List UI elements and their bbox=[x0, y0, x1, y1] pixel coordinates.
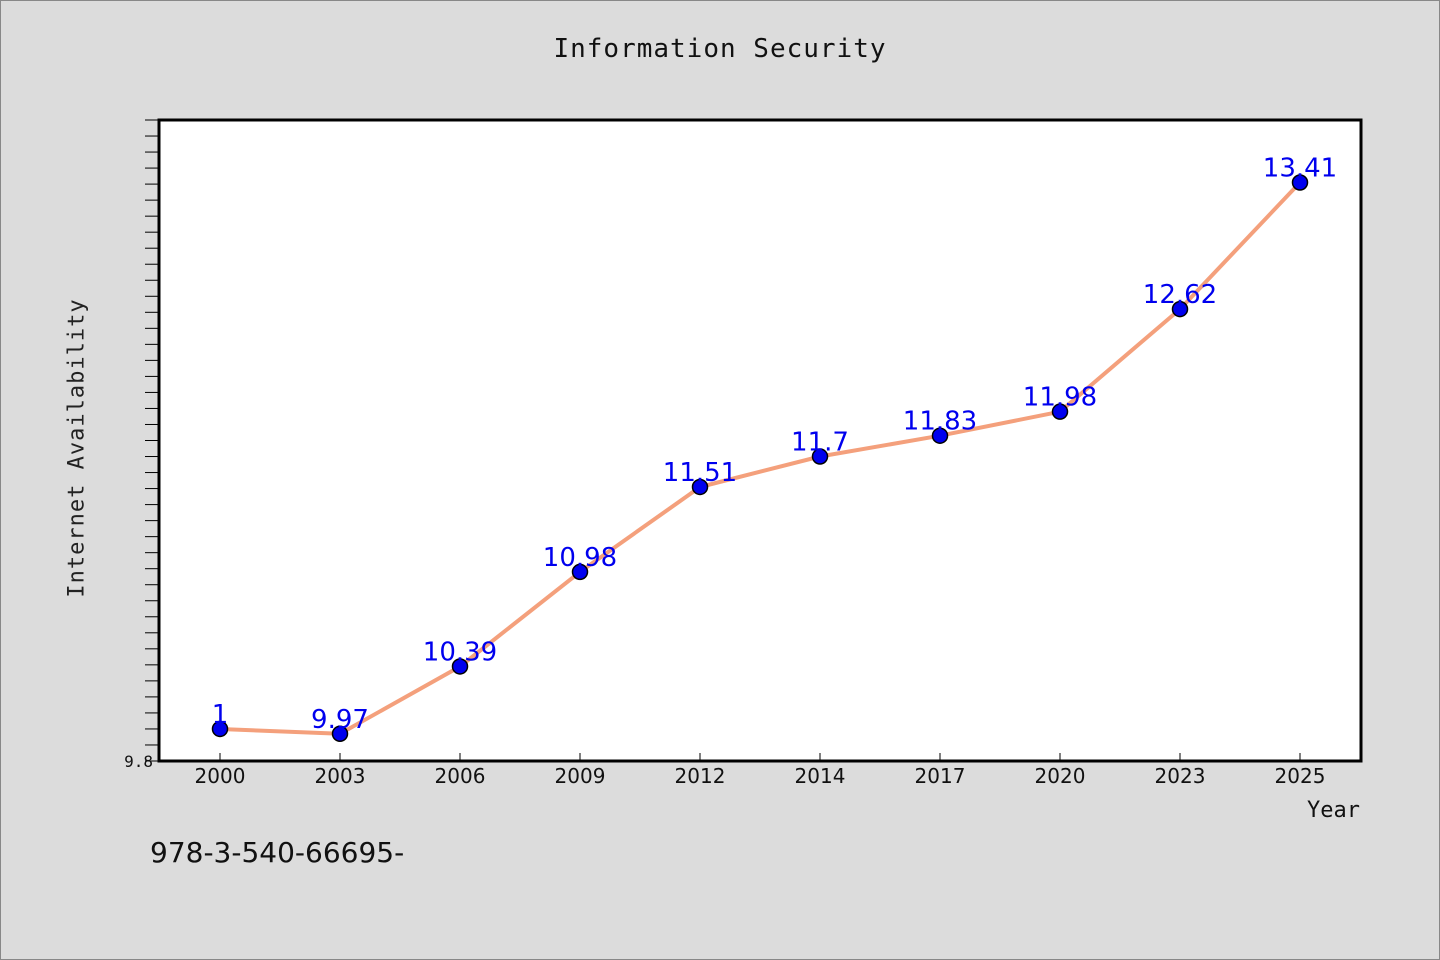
data-point bbox=[1291, 174, 1309, 191]
data-label: 11.51 bbox=[663, 458, 737, 488]
x-axis-label: Year bbox=[1307, 798, 1360, 823]
data-point bbox=[691, 478, 709, 496]
data-point bbox=[931, 427, 949, 444]
x-tick-label: 2009 bbox=[555, 764, 606, 788]
data-point bbox=[571, 563, 589, 581]
series-line bbox=[219, 181, 1302, 736]
x-tick-label: 2023 bbox=[1155, 764, 1206, 788]
chart-title: Information Security bbox=[553, 34, 887, 64]
series-markers bbox=[211, 174, 1309, 743]
data-point bbox=[451, 658, 469, 675]
x-tick-label: 2025 bbox=[1275, 764, 1326, 788]
footnote-text: 978-3-540-66695- bbox=[150, 836, 405, 869]
data-point bbox=[211, 720, 229, 738]
data-label: 11.7 bbox=[791, 428, 849, 458]
y-axis-ticks: 9.8 bbox=[124, 119, 159, 771]
data-point bbox=[811, 448, 829, 465]
data-label: 12.62 bbox=[1143, 280, 1217, 310]
data-label: 11.98 bbox=[1023, 383, 1097, 413]
data-point bbox=[1051, 403, 1069, 420]
x-tick-label: 2003 bbox=[315, 764, 366, 788]
data-point bbox=[331, 725, 349, 743]
x-tick-label: 2012 bbox=[675, 764, 726, 788]
data-label: 1 bbox=[212, 700, 229, 730]
data-label: 13.41 bbox=[1263, 153, 1337, 183]
data-label: 9.97 bbox=[311, 705, 369, 735]
data-label: 11.83 bbox=[903, 407, 977, 437]
y-tick-label: 9.8 bbox=[124, 752, 153, 771]
data-labels: 1 9.97 10.39 10.98 11.51 11.7 11.83 11.98 12.62 1… bbox=[212, 153, 1337, 734]
x-axis-ticks: 2000 2003 2006 2009 2012 2014 2017 2020 2023 2025 bbox=[195, 753, 1326, 788]
data-label: 10.39 bbox=[423, 637, 497, 667]
x-tick-label: 2000 bbox=[195, 764, 246, 788]
data-label: 10.98 bbox=[543, 543, 617, 573]
data-point bbox=[1171, 300, 1189, 318]
x-tick-label: 2006 bbox=[435, 764, 486, 788]
x-tick-label: 2017 bbox=[915, 764, 966, 788]
x-tick-label: 2014 bbox=[795, 764, 846, 788]
plot-area bbox=[157, 118, 1363, 763]
x-tick-label: 2020 bbox=[1035, 764, 1086, 788]
